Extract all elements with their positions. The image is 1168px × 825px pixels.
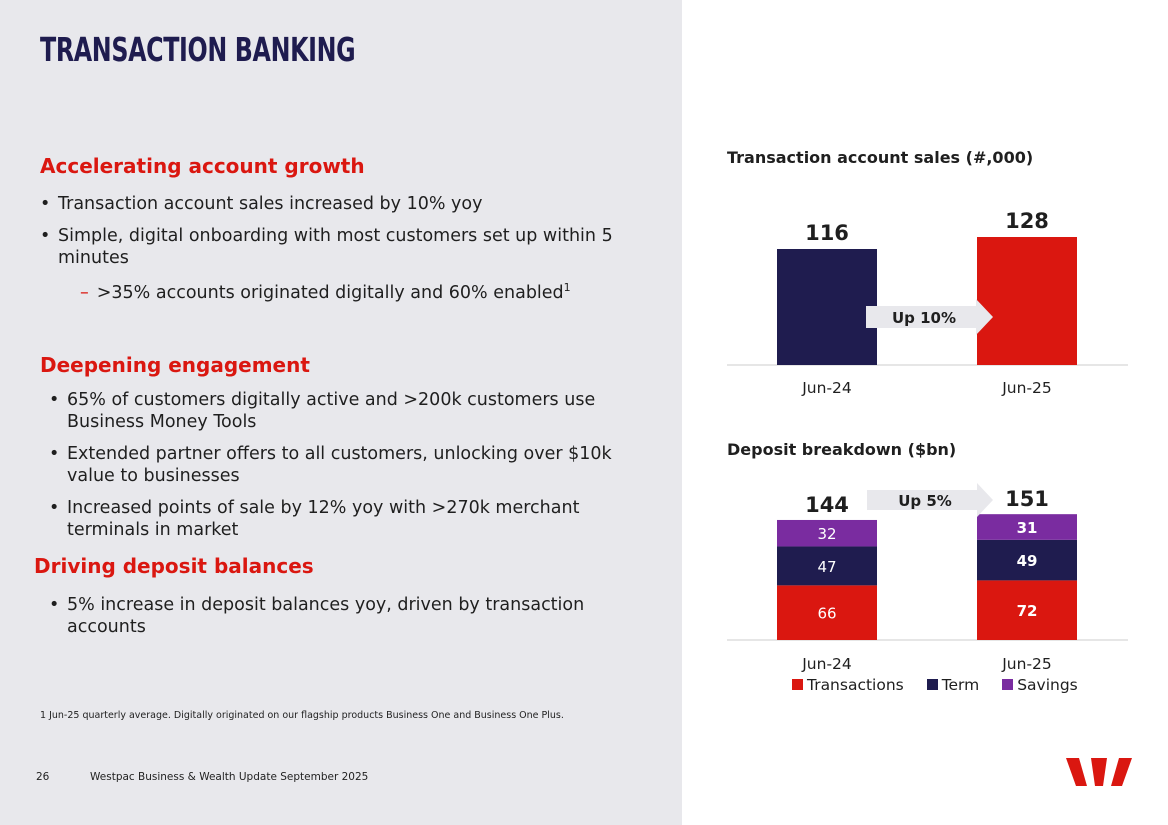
chart2-legend: Transactions Term Savings [792,676,1096,694]
bullets-deposit-balances: 5% increase in deposit balances yoy, dri… [49,594,664,648]
legend-item-term: Term [926,676,980,694]
chart-deposit-breakdown: 66 47 32 144 Jun-24 72 49 31 151 Jun-25 Up 5% [727,483,1128,673]
segment-label: 47 [817,558,836,576]
bar-segment-savings [977,514,1077,540]
chart1-title: Transaction account sales (#,000) [727,148,1034,167]
bar-segment-savings [777,519,877,547]
total-label: 144 [805,493,849,517]
bullet-item: 5% increase in deposit balances yoy, dri… [49,594,664,638]
bullets-account-growth: Transaction account sales increased by 1… [40,193,660,279]
growth-annotation: Up 5% [898,492,952,510]
legend-item-transactions: Transactions [792,676,904,694]
bullets-engagement: 65% of customers digitally active and >2… [49,389,664,551]
legend-label: Transactions [807,676,904,694]
bar-segment-transactions [777,585,877,640]
bullet-item: 65% of customers digitally active and >2… [49,389,664,433]
bullet-item: Simple, digital onboarding with most cus… [40,225,660,269]
total-label: 151 [1005,487,1049,511]
x-tick-label: Jun-24 [801,379,852,397]
heading-account-growth: Accelerating account growth [40,154,365,178]
bullet-item: Transaction account sales increased by 1… [40,193,660,215]
x-tick-label: Jun-25 [1001,379,1052,397]
segment-label: 31 [1017,519,1038,537]
sub-bullet-text: >35% accounts originated digitally and 6… [96,282,564,303]
footnote-marker: 1 [563,281,571,294]
footer-text: Westpac Business & Wealth Update Septemb… [90,771,369,783]
footer: 26 Westpac Business & Wealth Update Septe… [36,771,368,783]
up-arrow-icon [867,483,993,517]
segment-label: 32 [817,525,836,543]
westpac-logo-icon [1066,758,1132,786]
page-title: TRANSACTION BANKING [40,30,356,69]
page-number: 26 [36,771,50,783]
chart-transaction-account-sales: 116 Jun-24 128 Jun-25 Up 10% [727,209,1128,397]
legend-swatch-savings [1002,679,1014,690]
legend-swatch-transactions [792,679,803,690]
bar-jun-24 [777,249,877,365]
x-tick-label: Jun-24 [801,655,852,673]
data-label: 128 [1005,209,1049,233]
segment-label: 72 [1017,602,1038,620]
up-arrow-icon [866,299,993,335]
data-label: 116 [805,221,849,245]
bar-segment-term [777,546,877,586]
footnote: 1 Jun-25 quarterly average. Digitally or… [40,710,564,721]
x-tick-label: Jun-25 [1001,655,1052,673]
bullet-item: Increased points of sale by 12% yoy with… [49,497,664,541]
segment-label: 49 [1017,552,1038,570]
segment-label: 66 [817,605,836,623]
bar-segment-transactions [977,580,1077,640]
chart2-title: Deposit breakdown ($bn) [727,440,957,459]
growth-annotation: Up 10% [892,309,956,327]
legend-label: Savings [1017,676,1078,694]
sub-bullet-dash: – [80,282,89,303]
legend-label: Term [941,676,980,694]
sub-bullet: – >35% accounts originated digitally and … [80,281,571,303]
bullet-item: Extended partner offers to all customers… [49,443,664,487]
heading-engagement: Deepening engagement [40,353,310,377]
bar-jun-25 [977,237,1077,365]
bar-segment-term [977,539,1077,581]
legend-swatch-term [926,679,938,690]
legend-item-savings: Savings [1002,676,1078,694]
heading-deposit-balances: Driving deposit balances [34,554,314,578]
